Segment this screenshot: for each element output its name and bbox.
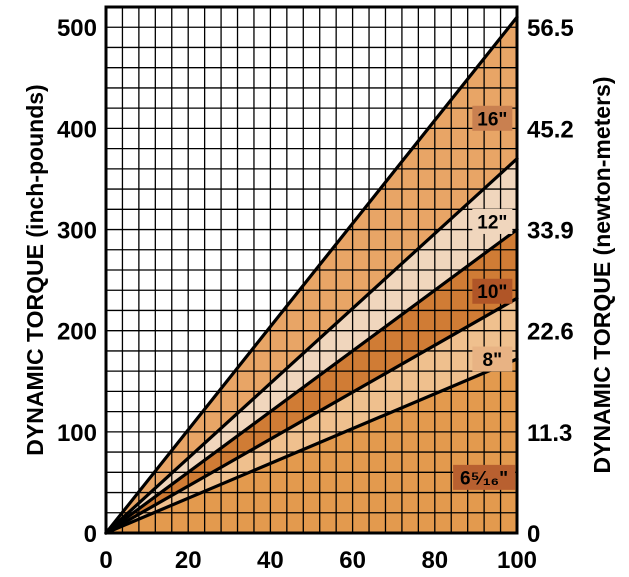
series-line-2: [104, 296, 519, 535]
y-tick-label-right-0: 0: [527, 521, 540, 548]
series-line-4: [104, 157, 519, 535]
series-line-1: [104, 357, 519, 535]
plot-frame: [104, 5, 519, 535]
y-axis-title-right: DYNAMIC TORQUE (newton-meters): [589, 77, 615, 474]
y-tick-label-right-11-3: 11.3: [527, 420, 572, 447]
x-tick-label-100: 100: [497, 547, 537, 574]
y-tick-label-right-45-2: 45.2: [527, 116, 574, 143]
x-tick-label-80: 80: [421, 547, 448, 574]
y-tick-label-left-100: 100: [57, 420, 97, 447]
y-tick-label-right-33-9: 33.9: [527, 218, 574, 245]
y-tick-label-left-500: 500: [57, 15, 97, 42]
y-tick-label-left-300: 300: [57, 218, 97, 245]
series-line-3: [104, 227, 519, 535]
x-tick-label-40: 40: [257, 547, 284, 574]
y-tick-label-left-200: 200: [57, 319, 97, 346]
series-label-box-5: [472, 105, 513, 131]
series-label-12: 12": [477, 212, 507, 233]
series-label-box-4: [472, 208, 513, 234]
series-label-box-2: [472, 346, 513, 372]
band-labels-layer: 6⁵⁄₁₆" 8" 10" 12" 16": [453, 105, 516, 490]
y-axis-title-left: DYNAMIC TORQUE (inch-pounds): [22, 84, 48, 455]
tick-labels-layer: 0 20 40 60 80 1000100200300400500011.322.633.…: [57, 15, 574, 574]
y-tick-label-right-56-5: 56.5: [527, 15, 574, 42]
series-label-6: 6⁵⁄₁₆": [460, 468, 508, 489]
series-label-8: 8": [483, 350, 503, 371]
grid-layer: [106, 7, 517, 533]
x-tick-label-60: 60: [339, 547, 366, 574]
series-label-16: 16": [477, 109, 507, 130]
series-label-10: 10": [477, 282, 507, 303]
series-label-box-1: [453, 464, 516, 490]
x-tick-label-0: 0: [99, 547, 112, 574]
y-tick-label-left-400: 400: [57, 116, 97, 143]
x-tick-label-20: 20: [175, 547, 202, 574]
series-label-box-3: [472, 278, 513, 304]
series-line-5: [104, 15, 519, 535]
y-tick-label-right-22-6: 22.6: [527, 319, 574, 346]
series-lines-layer: [104, 15, 519, 535]
y-tick-label-left-0: 0: [84, 521, 97, 548]
